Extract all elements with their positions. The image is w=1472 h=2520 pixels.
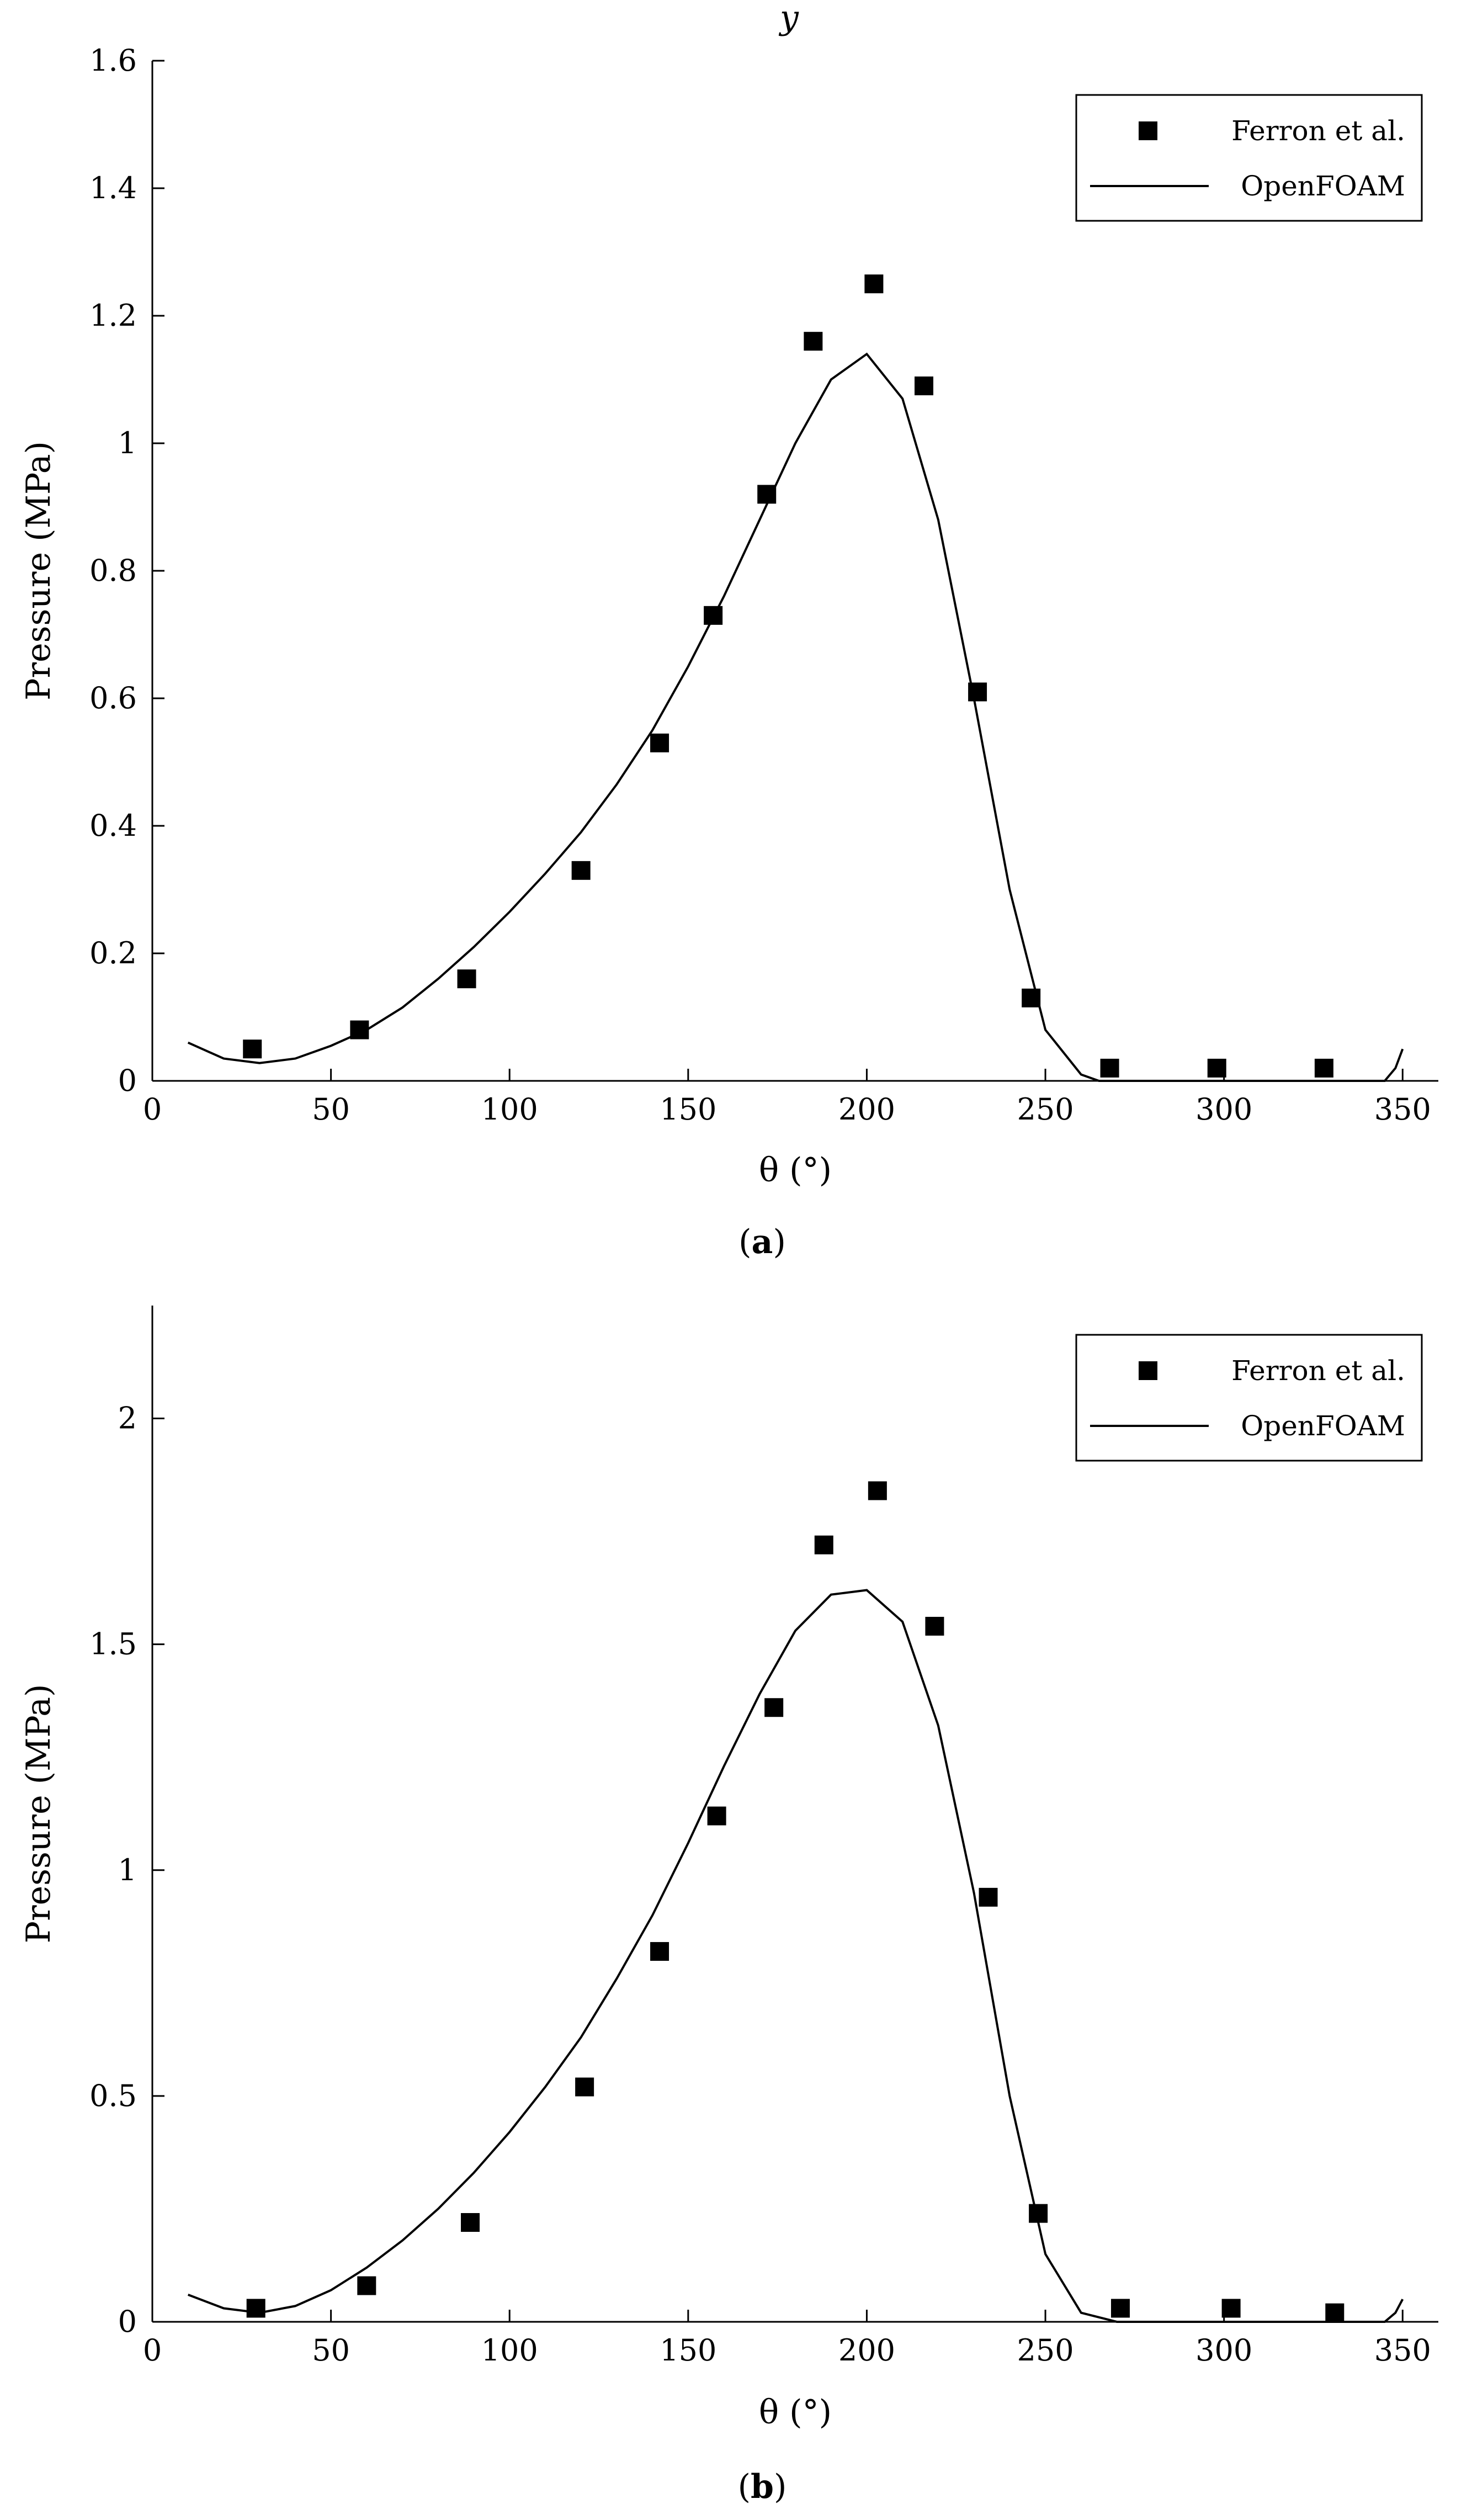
x-tick-label: 50 [312, 2333, 350, 2368]
ferron-data-point [246, 2299, 265, 2318]
legend-label-ferron: Ferron et al. [1231, 115, 1405, 147]
y-tick-label: 1.5 [89, 1627, 137, 1662]
chart-b: 0 50 100 150 200 250 300 350 0 0.5 1 1.5 2 θ (°) Press… [19, 1306, 1438, 2506]
y-tick-label: 1 [118, 1853, 137, 1887]
y-tick-label: 1.4 [89, 171, 137, 205]
ferron-data-point [764, 1698, 784, 1717]
x-tick-label: 350 [1374, 1092, 1431, 1127]
ferron-data-point [650, 733, 669, 752]
y-tick-label: 0.2 [89, 936, 137, 970]
ferron-data-point [814, 1535, 833, 1555]
ferron-data-point [925, 1616, 944, 1636]
y-tick-label: 1 [118, 426, 137, 460]
y-axis-label: Pressure (MPa) [19, 441, 58, 701]
y-tick-label: 0 [118, 2304, 137, 2339]
x-tick-label: 150 [660, 2333, 716, 2368]
x-tick-label: 350 [1374, 2333, 1431, 2368]
ferron-data-point [461, 2213, 480, 2232]
ferron-data-point [1207, 1058, 1226, 1078]
legend-label-openfoam: OpenFOAM [1241, 170, 1405, 202]
ferron-data-point [357, 2276, 376, 2295]
ferron-data-point [575, 2077, 594, 2097]
x-tick-label: 100 [481, 1092, 538, 1127]
x-tick-label: 250 [1017, 1092, 1074, 1127]
x-axis-label: θ (°) [759, 2393, 832, 2432]
ferron-data-point [757, 485, 777, 504]
ferron-data-point [650, 1942, 669, 1961]
ferron-data-point [804, 332, 823, 351]
chart-a: 0 50 100 150 200 250 300 350 0 0.2 0.4 0.6 0.8 1 1.2 1.… [19, 43, 1438, 1261]
y-axis-label: Pressure (MPa) [19, 1684, 58, 1944]
x-tick-label: 300 [1195, 2333, 1252, 2368]
legend-marker [1139, 121, 1157, 140]
legend-label-ferron: Ferron et al. [1231, 1355, 1405, 1387]
x-tick-label: 0 [143, 1092, 162, 1127]
ferron-data-point [243, 1039, 262, 1059]
partial-header-text: y [778, 0, 799, 37]
y-tick-label: 0.6 [89, 681, 137, 715]
legend-label-openfoam: OpenFOAM [1241, 1410, 1405, 1442]
y-tick-label: 0 [118, 1063, 137, 1098]
y-tick-label: 1.2 [89, 298, 137, 333]
ferron-data-point [1221, 2299, 1241, 2318]
ferron-data-point [864, 274, 884, 294]
ferron-data-point [457, 969, 476, 989]
x-tick-label: 200 [838, 1092, 895, 1127]
y-tick-label: 1.6 [89, 43, 137, 78]
ferron-data-point [1110, 2299, 1130, 2318]
x-tick-label: 50 [312, 1092, 350, 1127]
x-tick-label: 100 [481, 2333, 538, 2368]
y-tick-label: 0.4 [89, 808, 137, 843]
openfoam-line [187, 1589, 1404, 2323]
caption: (b) [738, 2468, 787, 2506]
ferron-data-point [707, 1806, 726, 1826]
x-tick-label: 150 [660, 1092, 716, 1127]
x-tick-label: 200 [838, 2333, 895, 2368]
caption: (a) [738, 1223, 786, 1261]
y-tick-label: 0.5 [89, 2078, 137, 2113]
ferron-data-point [979, 1887, 998, 1907]
x-tick-label: 250 [1017, 2333, 1074, 2368]
legend: Ferron et al. OpenFOAM [1075, 94, 1423, 222]
legend-marker [1139, 1361, 1157, 1380]
ferron-data-point [1100, 1058, 1119, 1078]
ferron-data-point [571, 861, 591, 880]
legend-box [1075, 94, 1423, 222]
x-axis-label: θ (°) [759, 1151, 832, 1190]
ferron-data-point [1314, 1058, 1333, 1078]
legend-box [1075, 1334, 1423, 1462]
y-tick-label: 0.8 [89, 553, 137, 588]
ferron-data-point [868, 1481, 887, 1500]
y-tick-label: 2 [118, 1401, 137, 1436]
legend: Ferron et al. OpenFOAM [1075, 1334, 1423, 1462]
openfoam-line [187, 352, 1404, 1082]
x-tick-label: 300 [1195, 1092, 1252, 1127]
x-tick-label: 0 [143, 2333, 162, 2368]
ferron-data-point [1325, 2303, 1345, 2322]
ferron-data-point [915, 376, 933, 396]
